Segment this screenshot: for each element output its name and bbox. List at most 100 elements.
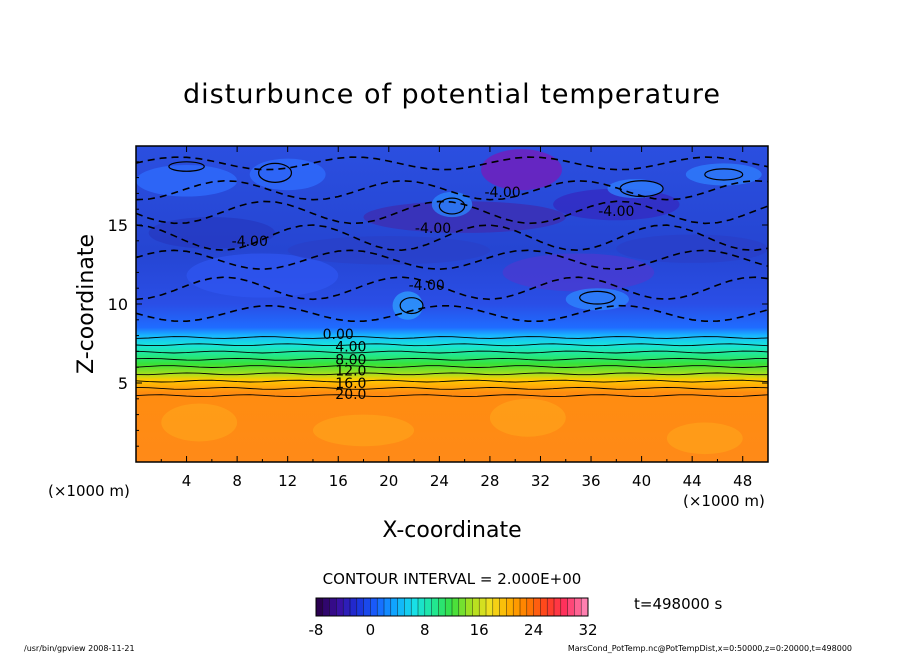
colorbar-swatch	[479, 598, 486, 616]
x-tick-label: 44	[683, 472, 702, 490]
contour-closed	[438, 197, 466, 215]
contour-line	[136, 372, 768, 376]
y-axis: 5 10 15	[108, 161, 768, 447]
contour-label: -4.00	[409, 278, 445, 294]
y-tick-label: 5	[118, 374, 128, 393]
colorbar-swatch	[418, 598, 425, 616]
contour-closed	[399, 297, 424, 315]
colorbar-swatch	[356, 598, 364, 616]
contour-label: 20.0	[335, 387, 366, 403]
field-anomaly	[685, 163, 762, 186]
colorbar-swatch	[452, 598, 459, 616]
contour-line	[136, 350, 768, 354]
field-anomaly	[148, 217, 276, 249]
contour-label: 16.0	[335, 376, 366, 392]
field-anomaly	[249, 158, 326, 191]
contour-interval: CONTOUR INTERVAL = 2.000E+00	[323, 570, 582, 588]
colorbar-swatch	[506, 598, 514, 616]
x-unit-left: (×1000 m)	[48, 482, 130, 500]
colorbar-swatch	[567, 598, 575, 616]
colorbar-swatch	[574, 598, 582, 616]
contour-label: -4.00	[598, 204, 634, 220]
colorbar-swatch	[411, 598, 418, 616]
field-anomaly	[186, 253, 339, 298]
colorbar-tick-label: 0	[366, 621, 376, 639]
colorbar-swatch	[581, 598, 588, 616]
colorbar-tick-label: 16	[470, 621, 489, 639]
colorbar-swatch	[329, 598, 337, 616]
colorbar-ticks: -8 0 8 16 24 32	[309, 621, 598, 639]
y-axis-label: Z-coordinate	[74, 234, 99, 374]
colorbar-swatch	[445, 598, 452, 616]
colorbar-tick-label: 8	[420, 621, 430, 639]
field-anomaly	[363, 201, 566, 233]
colorbar-swatch	[363, 598, 371, 616]
contour-line-dashed	[136, 156, 768, 171]
colorbar-swatch	[377, 598, 384, 616]
contour-line-dashed	[136, 179, 768, 201]
time-label: t=498000 s	[634, 595, 722, 613]
contour-label: 12.0	[335, 363, 366, 379]
contour-label: 4.00	[335, 340, 366, 356]
colorbar-swatch	[438, 598, 446, 616]
field-anomaly	[666, 422, 743, 455]
footer-right: MarsCond_PotTemp.nc@PotTempDist,x=0:5000…	[568, 644, 852, 653]
colorbar-swatch	[554, 598, 561, 616]
contour-lines	[136, 156, 768, 398]
x-tick-label: 24	[430, 472, 449, 490]
y-tick-label: 10	[108, 295, 128, 314]
contour-line-dashed	[136, 276, 768, 301]
contour-labels: -4.00 -4.00 -4.00 -4.00 -4.00 0.004.008.0012.…	[232, 185, 635, 403]
x-tick-label: 20	[379, 472, 398, 490]
colorbar-tick-label: 32	[578, 621, 597, 639]
x-tick-label: 36	[581, 472, 600, 490]
colorbar-frame	[315, 597, 589, 617]
colorbar-swatch	[316, 598, 323, 616]
colorbar-tick-label: 24	[524, 621, 543, 639]
contour-label: -4.00	[484, 185, 520, 201]
colorbar-swatch	[520, 598, 527, 616]
contour-label: -4.00	[232, 234, 268, 250]
x-tick-label: 4	[182, 472, 192, 490]
colorbar-swatch	[370, 598, 378, 616]
contour-line	[136, 343, 768, 347]
contour-closed	[168, 161, 205, 172]
colorbar-swatch	[384, 598, 391, 616]
field-anomaly	[481, 149, 562, 191]
contour-label: -4.00	[415, 221, 451, 237]
field-anomaly	[161, 403, 238, 442]
colorbar-swatch	[458, 598, 466, 616]
footer-left: /usr/bin/gpview 2008-11-21	[24, 644, 135, 653]
field-anomaly	[392, 291, 423, 320]
contour-line	[136, 386, 768, 390]
field-anomaly	[489, 398, 566, 437]
colorbar-swatch	[350, 598, 357, 616]
x-axis: 4 8 12 16 20 24 28 32 36 40 44 48	[160, 146, 752, 490]
contour-closed	[619, 180, 664, 198]
colorbar-swatch	[560, 598, 568, 616]
contour-label: 8.00	[335, 352, 366, 368]
x-tick-label: 48	[733, 472, 752, 490]
contour-line	[136, 394, 768, 398]
colorbar-swatch	[404, 598, 412, 616]
colorbar-swatch	[431, 598, 439, 616]
field-anomaly	[607, 179, 664, 199]
colorbar-swatch	[526, 598, 534, 616]
colorbar-swatch	[547, 598, 554, 616]
colorbar-swatch	[465, 598, 473, 616]
colorbar-swatch	[513, 598, 520, 616]
contour-label: 0.00	[323, 327, 354, 343]
x-unit-right: (×1000 m)	[683, 492, 765, 510]
contour-line	[136, 379, 768, 383]
colorbar-swatch	[343, 598, 350, 616]
colorbar-swatch	[390, 598, 398, 616]
plot-area: -4.00 -4.00 -4.00 -4.00 -4.00 0.004.008.0012.…	[136, 146, 768, 462]
y-tick-label: 15	[108, 216, 128, 235]
colorbar-swatch	[397, 598, 405, 616]
colorbar-swatch	[336, 598, 344, 616]
colorbar-swatch	[540, 598, 548, 616]
colorbar-swatch	[424, 598, 432, 616]
x-tick-label: 40	[632, 472, 651, 490]
contour-closed	[704, 168, 744, 181]
